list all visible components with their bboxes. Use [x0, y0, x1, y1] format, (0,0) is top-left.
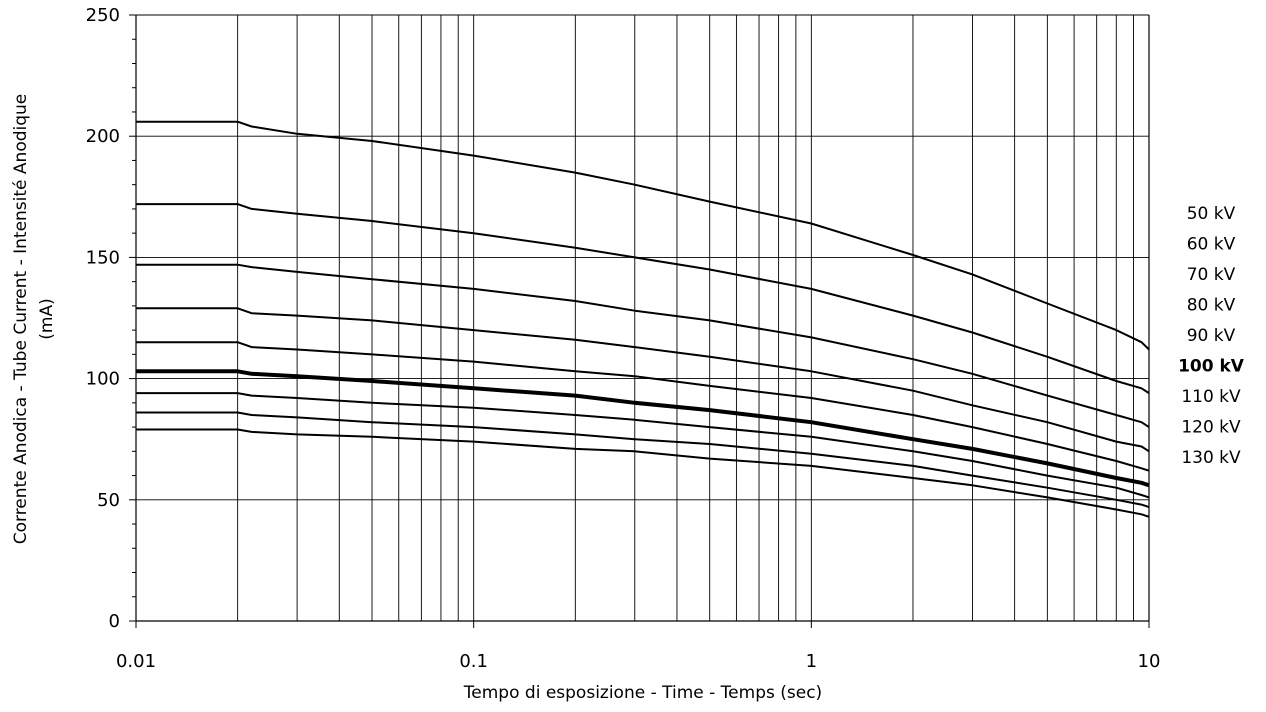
y-axis-title-line2: (mA) [37, 298, 57, 339]
grid [136, 15, 1149, 621]
series-line [136, 120, 1150, 351]
legend-item-label: 100 kV [1178, 357, 1245, 377]
series-line [136, 369, 1150, 488]
series-line [136, 263, 1150, 428]
y-tick-label: 250 [86, 5, 120, 26]
series-lines [136, 120, 1150, 518]
series-line [136, 411, 1150, 509]
legend-item-label: 60 kV [1187, 235, 1236, 255]
x-tick-label: 10 [1138, 651, 1161, 672]
series-line [136, 203, 1150, 394]
x-tick-label: 0.1 [459, 651, 488, 672]
legend-item-label: 130 kV [1181, 448, 1241, 468]
legend-item-label: 120 kV [1181, 418, 1241, 438]
y-tick-label: 0 [109, 611, 120, 632]
y-tick-label: 50 [97, 490, 120, 511]
legend-item-label: 50 kV [1187, 204, 1236, 224]
x-tick-label: 0.01 [116, 651, 156, 672]
series-line [136, 307, 1150, 453]
x-tick-label: 1 [806, 651, 817, 672]
legend-item-label: 110 kV [1181, 387, 1241, 407]
y-tick-label: 100 [86, 369, 120, 390]
series-line [136, 392, 1150, 499]
series-line [136, 428, 1150, 518]
legend-item-label: 70 kV [1187, 265, 1236, 285]
legend-item-label: 80 kV [1187, 296, 1236, 316]
axes [129, 14, 1150, 628]
y-tick-label: 150 [86, 247, 120, 268]
legend: 50 kV 60 kV 70 kV 80 kV 90 kV 100 kV 110 kV 120… [1178, 204, 1245, 468]
x-axis-title: Tempo di esposizione - Time - Temps (sec… [463, 683, 822, 703]
series-line [136, 341, 1150, 472]
y-tick-label: 200 [86, 126, 120, 147]
legend-item-label: 90 kV [1187, 326, 1236, 346]
y-axis-title-line1: Corrente Anodica - Tube Current - Intens… [11, 94, 31, 545]
